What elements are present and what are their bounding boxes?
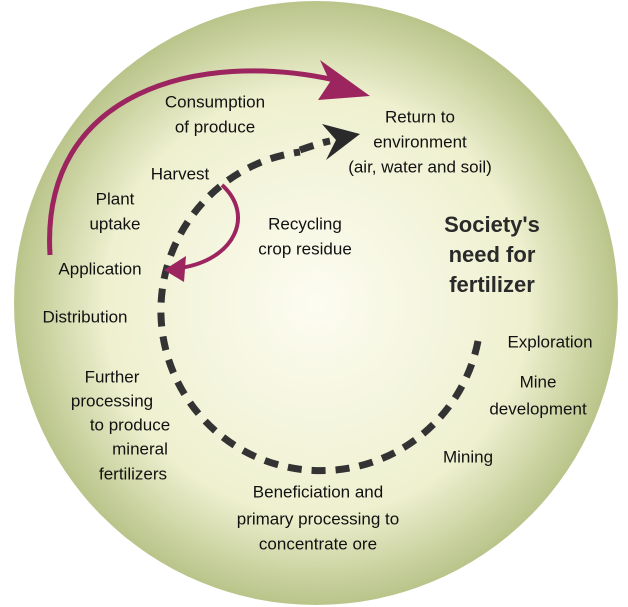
node-label: Plant: [96, 189, 135, 208]
node-label: processing: [71, 391, 153, 410]
consumption-arrow: [47, 68, 336, 256]
node-label: fertilizers: [99, 464, 167, 483]
node-label: Mining: [443, 447, 493, 466]
cycle-arrowhead: [322, 124, 360, 160]
node-label: crop residue: [258, 239, 352, 258]
node-label: environment: [373, 132, 467, 151]
title: Society's need for fertilizer: [444, 212, 540, 297]
node-label: primary processing to: [237, 509, 400, 528]
recycling-arrowhead: [164, 256, 186, 282]
node-label: Further: [85, 367, 140, 386]
node-label: of produce: [175, 117, 255, 136]
node-label: Distribution: [42, 307, 127, 326]
recycling-arrow: [179, 183, 240, 270]
node-label: mineral: [112, 439, 168, 458]
node-label: concentrate ore: [259, 534, 377, 553]
node-label: Exploration: [507, 332, 592, 351]
title-line: need for: [449, 242, 536, 267]
node-label: Mine: [520, 372, 557, 391]
node-label: Harvest: [151, 164, 210, 183]
node-label: uptake: [89, 214, 140, 233]
node-label: Application: [58, 259, 141, 278]
title-line: fertilizer: [449, 272, 535, 297]
node-label: development: [489, 399, 587, 418]
node-label: Beneficiation and: [253, 482, 383, 501]
node-label: (air, water and soil): [348, 157, 492, 176]
node-label: to produce: [90, 415, 170, 434]
node-label: Return to: [385, 107, 455, 126]
consumption-arrowhead: [318, 60, 370, 100]
node-label: Consumption: [165, 92, 265, 111]
title-line: Society's: [444, 212, 540, 237]
node-label: Recycling: [268, 214, 342, 233]
cycle-dashes: [298, 137, 331, 154]
background-circle: [14, 1, 618, 605]
